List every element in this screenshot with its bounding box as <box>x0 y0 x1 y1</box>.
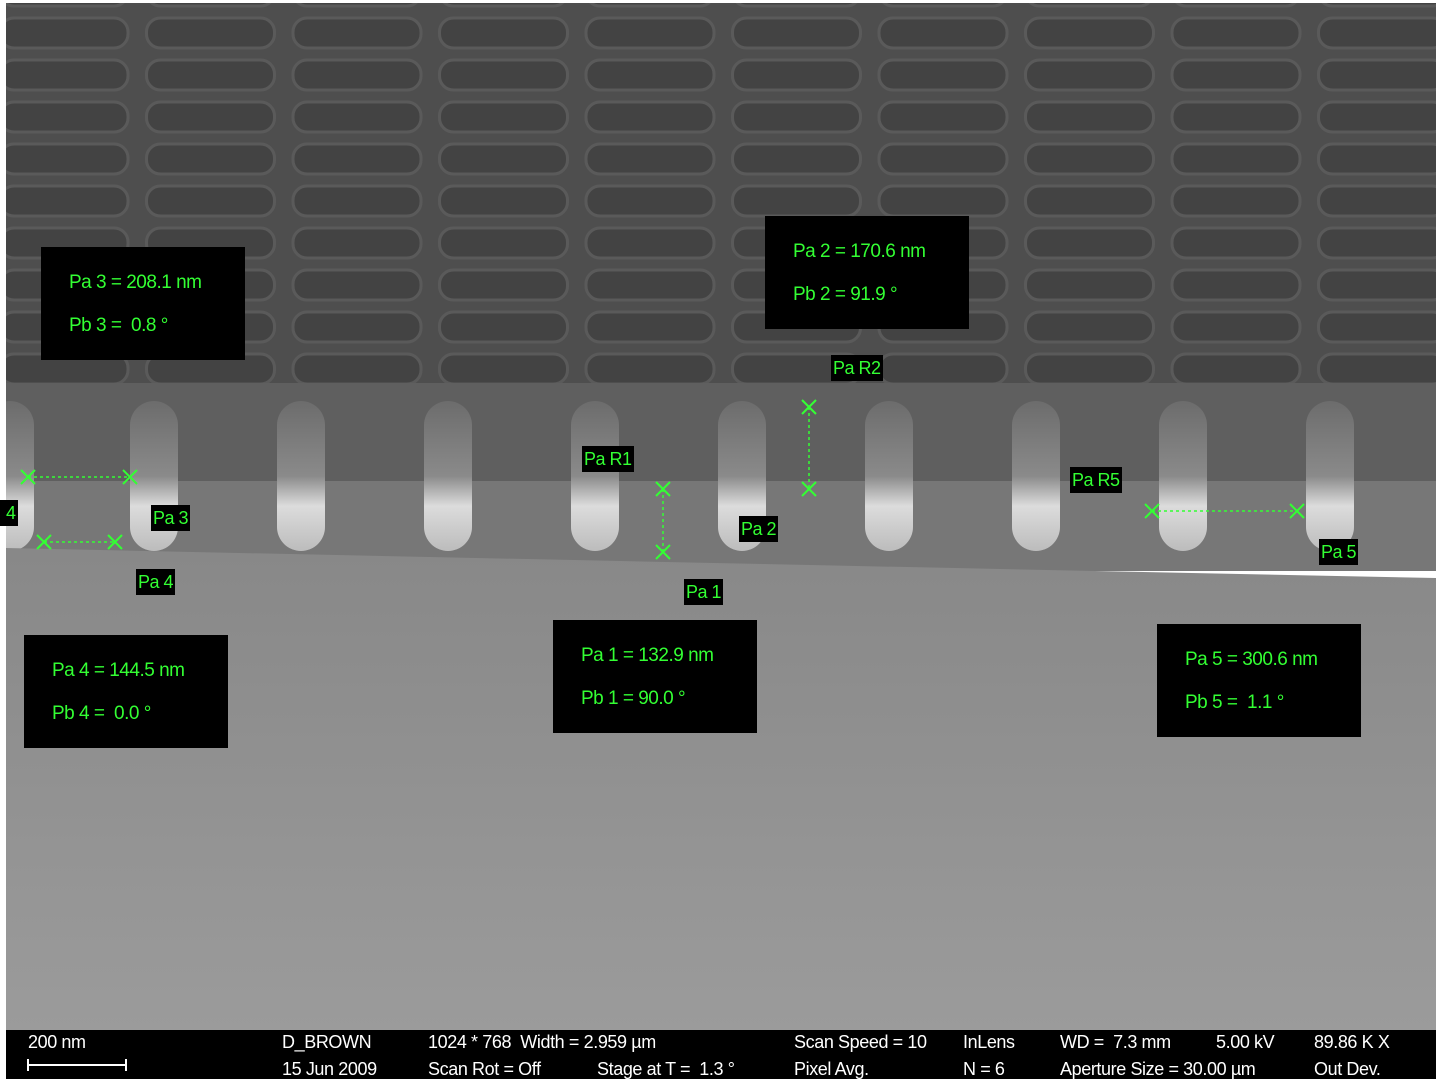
length: Pa 3 = 208.1 nm <box>69 272 201 294</box>
length: Pa 1 = 132.9 nm <box>581 645 713 667</box>
marker-label: Pa R5 <box>1070 467 1122 493</box>
scale-bar <box>26 1058 130 1072</box>
n: N = 6 <box>963 1059 1005 1079</box>
marker-label: Pa R1 <box>582 446 634 472</box>
detector: InLens <box>963 1032 1015 1053</box>
angle: Pb 4 = 0.0 ° <box>52 703 151 725</box>
angle: Pb 5 = 1.1 ° <box>1185 692 1284 714</box>
scan-speed: Scan Speed = 10 <box>794 1032 927 1053</box>
length: Pa 2 = 170.6 nm <box>793 241 925 263</box>
marker-label: Pa 5 <box>1319 539 1358 565</box>
stage: Stage at T = 1.3 ° <box>597 1059 735 1079</box>
wd: WD = 7.3 mm <box>1060 1032 1171 1053</box>
marker-label: Pa 2 <box>739 516 778 542</box>
scale-label: 200 nm <box>28 1032 86 1053</box>
marker-label: Pa 4 <box>136 569 175 595</box>
voltage: 5.00 kV <box>1216 1032 1274 1053</box>
resolution: 1024 * 768 Width = 2.959 µm <box>428 1032 656 1053</box>
angle: Pb 3 = 0.8 ° <box>69 315 168 337</box>
measurement-box: Pa 2 = 170.6 nm Pb 2 = 91.9 ° <box>765 216 969 329</box>
measurement-box: Pa 1 = 132.9 nm Pb 1 = 90.0 ° <box>553 620 757 733</box>
angle: Pb 2 = 91.9 ° <box>793 284 897 306</box>
pixel-avg: Pixel Avg. <box>794 1059 869 1079</box>
measurement-box: Pa 5 = 300.6 nm Pb 5 = 1.1 ° <box>1157 624 1361 737</box>
marker-label: Pa 1 <box>684 579 723 605</box>
magnification: 89.86 K X <box>1314 1032 1389 1053</box>
marker-label: Pa 3 <box>151 505 190 531</box>
measurement-box: Pa 4 = 144.5 nm Pb 4 = 0.0 ° <box>24 635 228 748</box>
angle: Pb 1 = 90.0 ° <box>581 688 685 710</box>
scan-rot: Scan Rot = Off <box>428 1059 541 1079</box>
marker-label: 4 <box>0 500 18 526</box>
info-bar: 200 nm D_BROWN 15 Jun 2009 1024 * 768 Wi… <box>6 1030 1436 1079</box>
output: Out Dev. <box>1314 1059 1381 1079</box>
date: 15 Jun 2009 <box>282 1059 377 1079</box>
length: Pa 4 = 144.5 nm <box>52 660 184 682</box>
measurement-box: Pa 3 = 208.1 nm Pb 3 = 0.8 ° <box>41 247 245 360</box>
length: Pa 5 = 300.6 nm <box>1185 649 1317 671</box>
aperture: Aperture Size = 30.00 µm <box>1060 1059 1255 1079</box>
user: D_BROWN <box>282 1032 371 1053</box>
sem-image <box>6 3 1436 1030</box>
sem-screenshot: Pa 3 = 208.1 nm Pb 3 = 0.8 ° Pa 2 = 170.6… <box>0 0 1436 1079</box>
marker-label: Pa R2 <box>831 355 883 381</box>
